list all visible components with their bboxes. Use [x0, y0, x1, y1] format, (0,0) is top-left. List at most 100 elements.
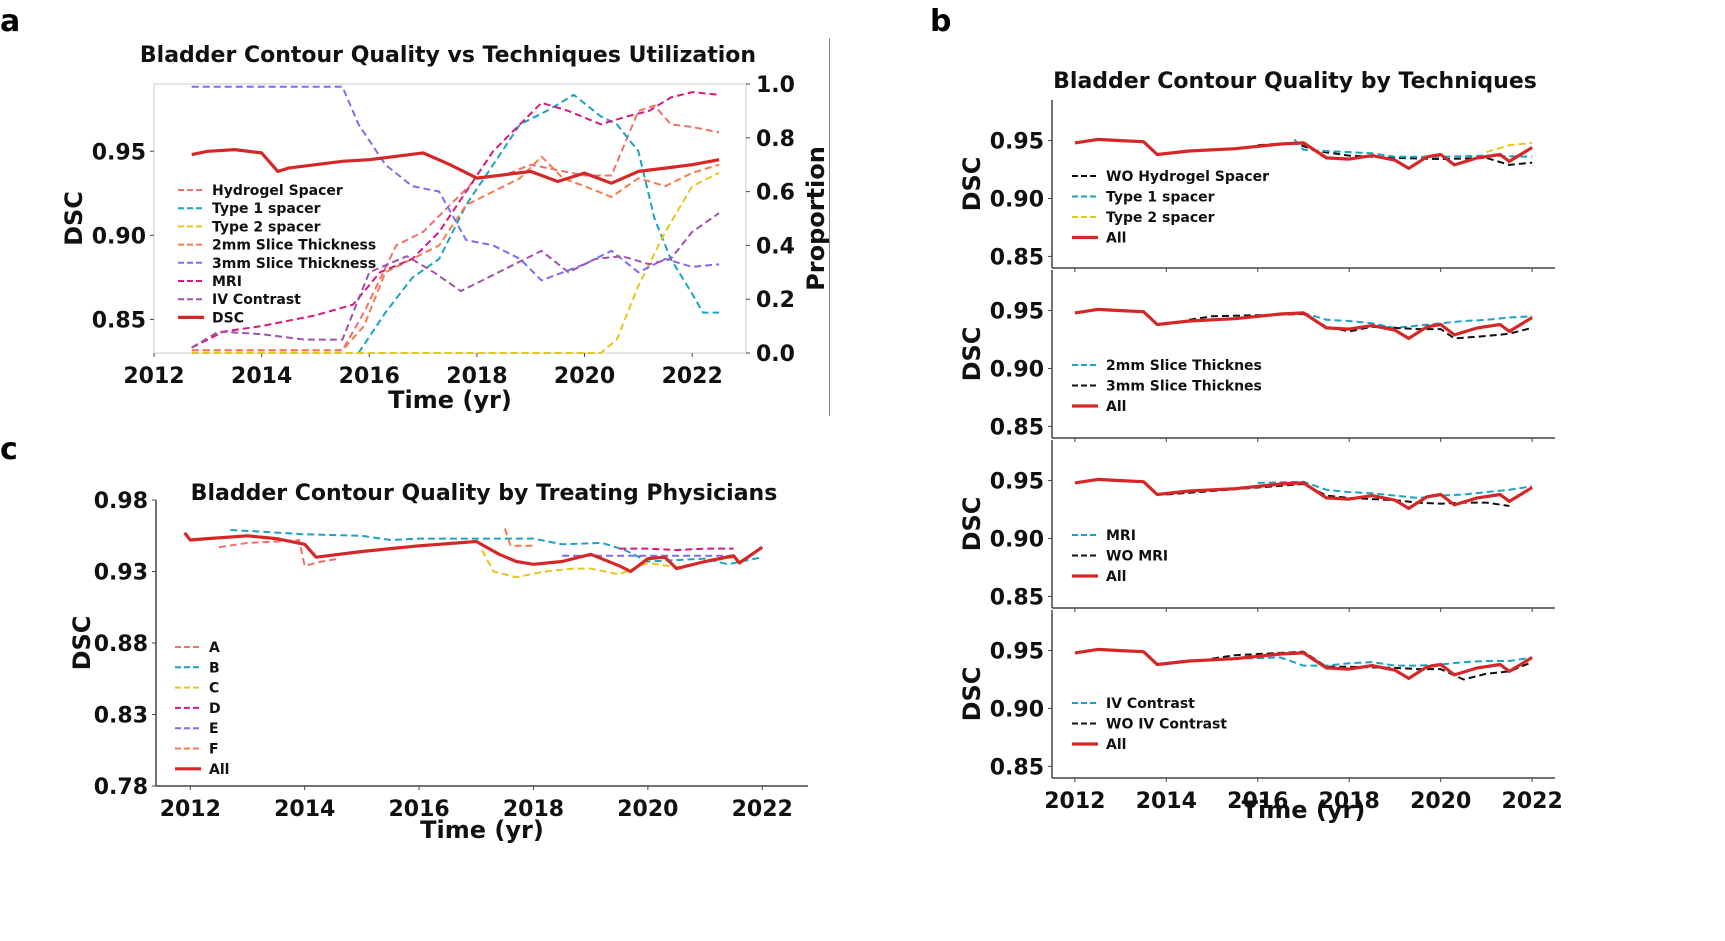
- y-right-tick-label: 0.4: [756, 234, 795, 259]
- y-axis-label-b2: DSC: [958, 327, 986, 382]
- x-axis-label-a: Time (yr): [388, 386, 512, 414]
- series-line-3mm-slice-thickness: [191, 85, 720, 282]
- legend-label: Hydrogel Spacer: [212, 183, 343, 199]
- y-tick-label: 0.85: [92, 308, 146, 333]
- x-tick-label: 2014: [1136, 789, 1197, 814]
- y-tick-label: 0.85: [990, 245, 1044, 270]
- legend-label: 2mm Slice Thicknes: [1106, 358, 1262, 374]
- panel-letter-b: b: [930, 4, 952, 39]
- series-line-all: [1074, 137, 1533, 170]
- y-tick-label: 0.95: [990, 640, 1044, 665]
- series-line-2mm-slice-thicknes: [1280, 311, 1533, 329]
- y-tick-label: 0.90: [990, 527, 1044, 552]
- x-tick-label: 2014: [274, 797, 335, 822]
- series-line-dsc: [191, 148, 720, 185]
- legend-label: Type 2 spacer: [212, 219, 321, 235]
- legend-label: Type 1 spacer: [1106, 190, 1215, 206]
- legend-label: IV Contrast: [212, 292, 301, 308]
- x-tick-label: 2012: [123, 364, 184, 389]
- x-tick-label: 2018: [503, 797, 564, 822]
- series-line-all: [183, 531, 764, 574]
- panel-letter-a: a: [0, 4, 21, 39]
- legend-label: 3mm Slice Thicknes: [1106, 379, 1262, 395]
- panel-divider: [829, 38, 830, 416]
- series-line-mri: [1257, 480, 1533, 499]
- y-tick-label: 0.85: [990, 585, 1044, 610]
- y-tick-label: 0.85: [990, 415, 1044, 440]
- legend-label: 3mm Slice Thickness: [212, 256, 376, 272]
- series-line-type-2-spacer: [1486, 141, 1533, 154]
- series-line-f: [503, 528, 534, 547]
- legend-label: 2mm Slice Thickness: [212, 238, 376, 254]
- legend-label: All: [1106, 231, 1126, 247]
- legend-label: All: [1106, 569, 1126, 585]
- y-right-axis-label: Proportion: [802, 146, 830, 291]
- y-right-tick-label: 0.0: [756, 342, 795, 367]
- x-tick-label: 2018: [1319, 789, 1380, 814]
- panel-letter-c: c: [0, 432, 18, 467]
- legend-label: A: [209, 640, 220, 656]
- y-axis-label-b3: DSC: [958, 497, 986, 552]
- series-line-all: [1074, 477, 1533, 510]
- series-line-iv-contrast: [191, 212, 720, 349]
- x-tick-label: 2012: [160, 797, 221, 822]
- y-tick-label: 0.90: [92, 224, 146, 249]
- x-tick-label: 2014: [231, 364, 292, 389]
- legend-label: Type 2 spacer: [1106, 210, 1215, 226]
- chart-title-a: Bladder Contour Quality vs Techniques Ut…: [140, 43, 756, 68]
- y-right-tick-label: 0.2: [756, 288, 795, 313]
- y-right-tick-label: 0.8: [756, 127, 795, 152]
- y-tick-label: 0.90: [990, 187, 1044, 212]
- y-tick-label: 0.95: [990, 470, 1044, 495]
- series-line-mri: [191, 91, 720, 349]
- legend-label: DSC: [212, 310, 244, 326]
- series-line-all: [1074, 647, 1533, 681]
- y-axis-label-b1: DSC: [958, 157, 986, 212]
- y-tick-label: 0.98: [94, 489, 148, 514]
- x-tick-label: 2020: [554, 364, 615, 389]
- y-tick-label: 0.90: [990, 697, 1044, 722]
- chart-title-b1: Bladder Contour Quality by Techniques: [1053, 69, 1537, 94]
- x-tick-label: 2016: [388, 797, 449, 822]
- x-axis-label-b4: Time (yr): [1242, 796, 1366, 824]
- x-tick-label: 2012: [1044, 789, 1105, 814]
- legend-label: WO Hydrogel Spacer: [1106, 169, 1269, 185]
- x-tick-label: 2022: [1502, 789, 1563, 814]
- legend-label: D: [209, 701, 221, 717]
- y-tick-label: 0.85: [990, 755, 1044, 780]
- y-axis-label-c: DSC: [68, 616, 96, 671]
- y-tick-label: 0.83: [94, 704, 148, 729]
- series-line-all: [1074, 307, 1533, 340]
- x-tick-label: 2020: [1410, 789, 1471, 814]
- series-line-iv-contrast: [1234, 656, 1533, 667]
- legend-label: All: [1106, 737, 1126, 753]
- x-axis-label-c: Time (yr): [420, 816, 544, 844]
- series-line-b: [230, 529, 763, 566]
- legend-label: F: [209, 742, 219, 758]
- y-tick-label: 0.95: [92, 140, 146, 165]
- x-tick-label: 2016: [339, 364, 400, 389]
- y-tick-label: 0.78: [94, 775, 148, 800]
- legend-label: E: [209, 721, 219, 737]
- legend-label: WO MRI: [1106, 549, 1168, 565]
- x-tick-label: 2018: [446, 364, 507, 389]
- legend-label: IV Contrast: [1106, 696, 1195, 712]
- y-right-tick-label: 0.6: [756, 181, 795, 206]
- x-tick-label: 2020: [617, 797, 678, 822]
- series-line-a: [218, 539, 340, 567]
- y-tick-label: 0.88: [94, 632, 148, 657]
- legend-label: Type 1 spacer: [212, 201, 321, 217]
- legend-label: B: [209, 660, 220, 676]
- y-tick-label: 0.95: [990, 130, 1044, 155]
- chart-title-c: Bladder Contour Quality by Treating Phys…: [191, 481, 778, 506]
- series-line-type-1-spacer: [1293, 138, 1533, 158]
- y-axis-label-b4: DSC: [958, 667, 986, 722]
- y-tick-label: 0.90: [990, 357, 1044, 382]
- legend-label: C: [209, 681, 219, 697]
- y-right-tick-label: 1.0: [756, 73, 795, 98]
- legend-label: MRI: [212, 274, 242, 290]
- series-line-type-2-spacer: [191, 171, 720, 354]
- legend-label: WO IV Contrast: [1106, 717, 1227, 733]
- x-tick-label: 2022: [732, 797, 793, 822]
